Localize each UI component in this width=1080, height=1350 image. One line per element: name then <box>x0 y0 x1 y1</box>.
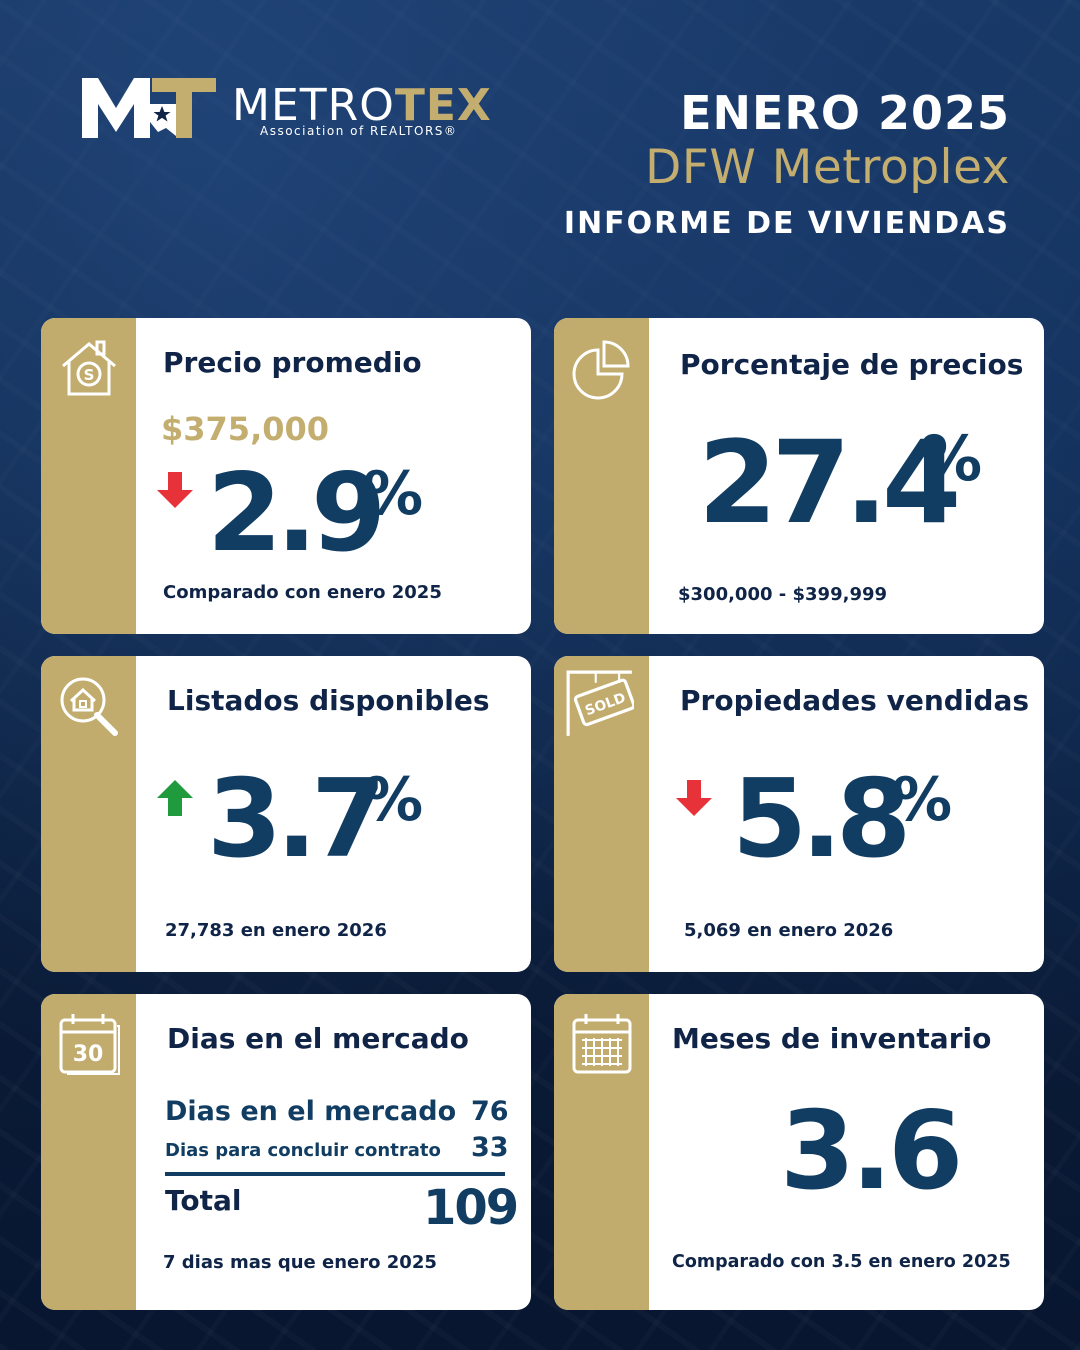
metrotex-logo-mark <box>82 78 216 138</box>
house-dollar-icon: S <box>62 340 116 396</box>
average-price-value: $375,000 <box>161 410 330 448</box>
card-strip <box>554 318 649 634</box>
percent-sign: % <box>920 422 983 495</box>
days-to-contract-label: Dias para concluir contrato <box>165 1140 441 1161</box>
card-title: Listados disponibles <box>167 684 490 717</box>
card-average-price: S Precio promedio $375,000 2.9 % Compara… <box>41 318 531 634</box>
total-divider <box>165 1172 505 1176</box>
logo-wordmark: METROTEX <box>232 80 492 131</box>
card-note: 5,069 en enero 2026 <box>684 920 894 941</box>
house-search-icon <box>60 677 118 736</box>
card-note: Comparado con enero 2025 <box>163 582 442 603</box>
report-region: DFW Metroplex <box>645 140 1010 195</box>
percent-sign: % <box>363 459 424 529</box>
calendar-grid-icon <box>572 1014 632 1074</box>
months-inventory-value: 3.6 <box>780 1089 963 1214</box>
report-month: ENERO 2025 <box>680 86 1010 140</box>
card-price-percentage: Porcentaje de precios 27.4 % $300,000 - … <box>554 318 1044 634</box>
calendar-30-icon: 30 <box>59 1014 120 1075</box>
card-properties-sold: SOLD Propiedades vendidas 5.8 % 5,069 en… <box>554 656 1044 972</box>
card-strip <box>41 318 136 634</box>
arrow-up-icon <box>157 780 193 816</box>
card-title: Meses de inventario <box>672 1022 992 1055</box>
sold-sign-icon: SOLD <box>566 670 634 736</box>
percent-sign: % <box>892 765 953 835</box>
card-title: Dias en el mercado <box>167 1022 469 1055</box>
card-title: Porcentaje de precios <box>680 348 1024 381</box>
metrotex-logo: METROTEX Association of REALTORS® <box>82 74 512 140</box>
svg-text:SOLD: SOLD <box>583 690 628 719</box>
card-note: 27,783 en enero 2026 <box>165 920 387 941</box>
card-title: Propiedades vendidas <box>680 684 1030 717</box>
total-value: 109 <box>423 1180 519 1236</box>
report-header: ENERO 2025 DFW Metroplex INFORME DE VIVI… <box>564 88 1010 250</box>
days-on-market-value: 76 <box>471 1096 509 1127</box>
total-label: Total <box>165 1184 242 1217</box>
logo-subtitle: Association of REALTORS® <box>260 124 458 138</box>
card-note: 7 dias mas que enero 2025 <box>163 1252 437 1273</box>
report-title: INFORME DE VIVIENDAS <box>563 206 1010 241</box>
arrow-down-icon <box>157 472 193 508</box>
percent-sign: % <box>363 765 424 835</box>
pie-chart-icon <box>572 340 630 400</box>
card-note: Comparado con 3.5 en enero 2025 <box>672 1252 1011 1272</box>
big-percent-value: 3.7 <box>207 757 386 882</box>
card-available-listings: Listados disponibles 3.7 % 27,783 en ene… <box>41 656 531 972</box>
svg-text:30: 30 <box>73 1042 104 1067</box>
big-percent-value: 5.8 <box>732 757 911 882</box>
card-months-inventory: Meses de inventario 3.6 Comparado con 3.… <box>554 994 1044 1310</box>
card-title: Precio promedio <box>163 346 422 379</box>
arrow-down-icon <box>676 780 712 816</box>
days-to-contract-value: 33 <box>471 1132 509 1163</box>
card-strip <box>41 994 136 1310</box>
big-percent-value: 2.9 <box>207 451 386 576</box>
card-days-on-market: 30 Dias en el mercado Dias en el mercado… <box>41 994 531 1310</box>
days-on-market-label: Dias en el mercado <box>165 1096 457 1127</box>
big-percent-value: 27.4 <box>698 416 961 549</box>
svg-text:S: S <box>84 366 95 384</box>
card-note: $300,000 - $399,999 <box>678 584 888 605</box>
